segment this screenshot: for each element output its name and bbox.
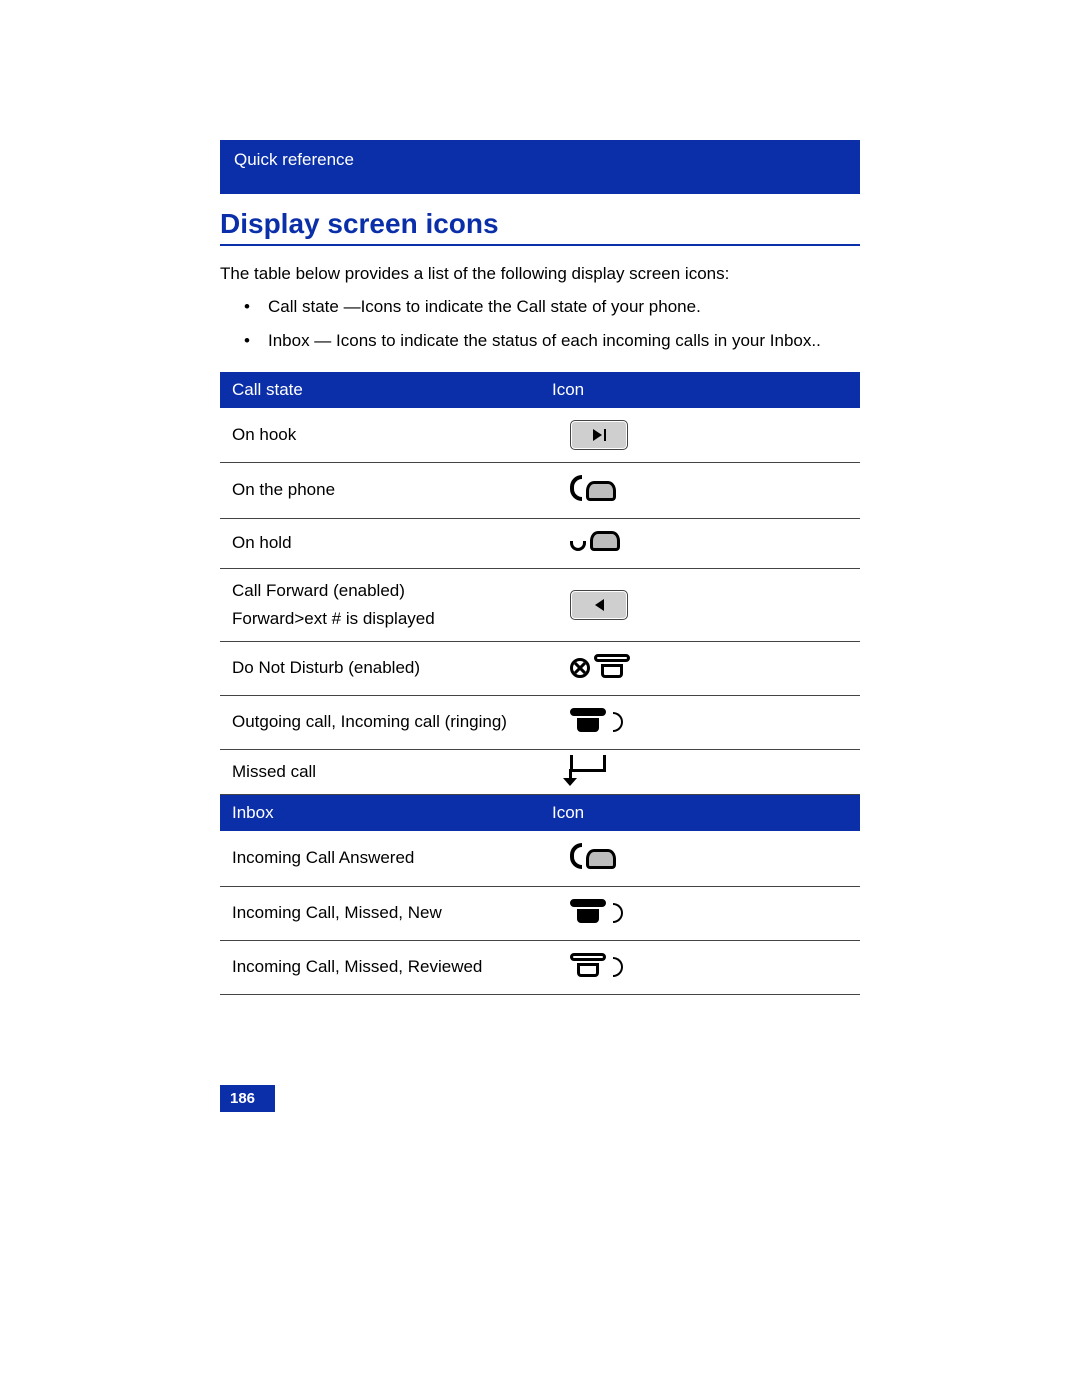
table-header-row: Inbox Icon (220, 794, 860, 831)
document-page: Quick reference Display screen icons The… (0, 0, 1080, 1397)
row-label: On hold (220, 518, 540, 568)
table-row: Incoming Call, Missed, New (220, 886, 860, 940)
row-label: Do Not Disturb (enabled) (220, 641, 540, 695)
phone-ringing-icon (570, 708, 623, 732)
row-label-sub: Forward>ext # is displayed (232, 609, 528, 629)
bullet-item: Inbox — Icons to indicate the status of … (244, 329, 860, 354)
row-icon (540, 695, 860, 749)
row-label: On the phone (220, 462, 540, 518)
row-label: Call Forward (enabled) Forward>ext # is … (220, 568, 540, 641)
table-row: Outgoing call, Incoming call (ringing) (220, 695, 860, 749)
table-row: Call Forward (enabled) Forward>ext # is … (220, 568, 860, 641)
table-row: Do Not Disturb (enabled) (220, 641, 860, 695)
page-title: Display screen icons (220, 208, 860, 246)
intro-bullet-list: Call state —Icons to indicate the Call s… (220, 295, 860, 354)
speaker-key-icon (570, 420, 628, 450)
row-label-main: Call Forward (enabled) (232, 581, 528, 601)
col-header-icon: Icon (540, 372, 860, 408)
row-icon (540, 831, 860, 887)
row-icon (540, 641, 860, 695)
bullet-item: Call state —Icons to indicate the Call s… (244, 295, 860, 320)
row-label: Incoming Call, Missed, New (220, 886, 540, 940)
page-number: 186 (230, 1090, 255, 1107)
col-header-icon: Icon (540, 794, 860, 831)
row-icon (540, 886, 860, 940)
row-label: Missed call (220, 749, 540, 794)
on-hold-icon (570, 531, 620, 551)
table-row: On hold (220, 518, 860, 568)
col-header-state: Call state (220, 372, 540, 408)
row-icon (540, 749, 860, 794)
icons-table: Call state Icon On hook On the phone On … (220, 372, 860, 995)
page-number-badge: 186 (220, 1085, 275, 1112)
row-label: Incoming Call Answered (220, 831, 540, 887)
col-header-inbox: Inbox (220, 794, 540, 831)
speaker-key-left-icon (570, 590, 628, 620)
row-label: Incoming Call, Missed, Reviewed (220, 940, 540, 994)
phone-ringing-outline-icon (570, 953, 623, 977)
table-header-row: Call state Icon (220, 372, 860, 408)
row-icon (540, 940, 860, 994)
row-label: On hook (220, 408, 540, 463)
table-row: Incoming Call, Missed, Reviewed (220, 940, 860, 994)
row-label: Outgoing call, Incoming call (ringing) (220, 695, 540, 749)
row-icon (540, 568, 860, 641)
table-row: Incoming Call Answered (220, 831, 860, 887)
table-row: Missed call (220, 749, 860, 794)
row-icon (540, 408, 860, 463)
intro-paragraph: The table below provides a list of the f… (220, 262, 860, 287)
handset-phone-icon (570, 475, 616, 501)
row-icon (540, 518, 860, 568)
row-icon (540, 462, 860, 518)
table-row: On hook (220, 408, 860, 463)
chapter-header-bar: Quick reference (220, 140, 860, 194)
dnd-icon (570, 654, 630, 678)
table-row: On the phone (220, 462, 860, 518)
phone-ringing-fill-icon (570, 899, 623, 923)
chapter-label: Quick reference (234, 150, 354, 169)
handset-phone-icon (570, 843, 616, 869)
